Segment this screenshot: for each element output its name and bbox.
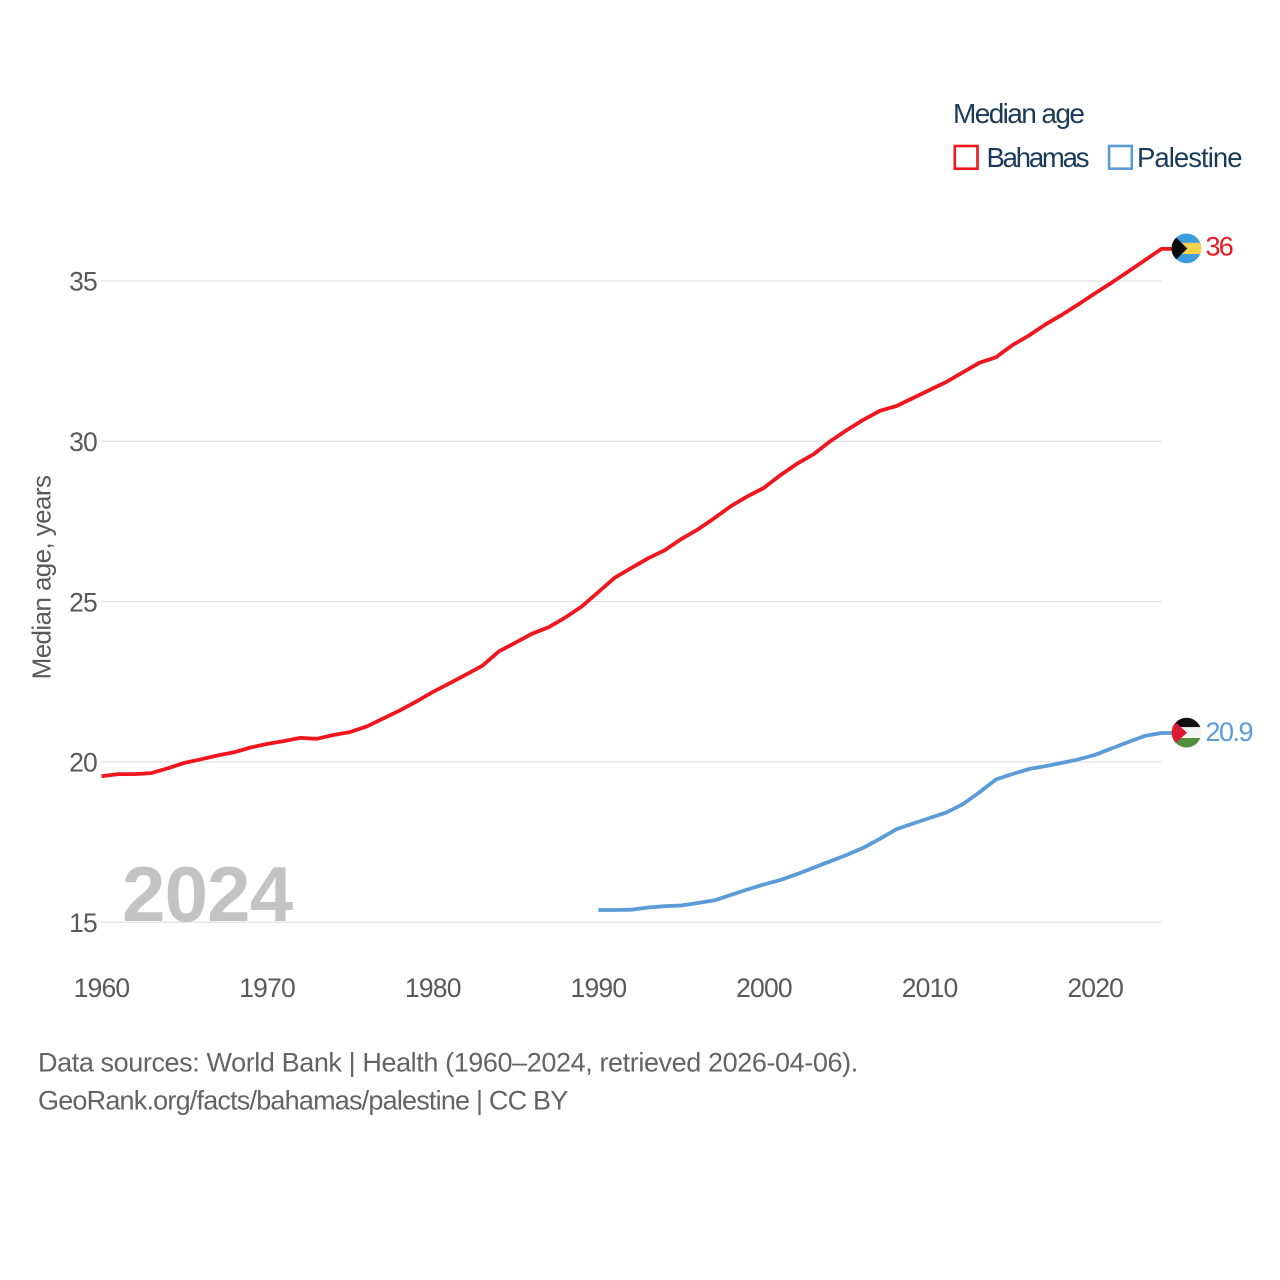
svg-text:2020: 2020 <box>1067 973 1123 1003</box>
svg-text:30: 30 <box>69 427 97 457</box>
svg-text:36: 36 <box>1206 232 1233 262</box>
svg-text:35: 35 <box>69 267 97 297</box>
svg-text:1980: 1980 <box>405 973 461 1003</box>
svg-text:1970: 1970 <box>239 973 295 1003</box>
svg-text:Median age: Median age <box>953 98 1084 129</box>
svg-text:2010: 2010 <box>902 973 958 1003</box>
svg-text:25: 25 <box>69 587 97 617</box>
svg-text:20.9: 20.9 <box>1206 717 1253 747</box>
svg-text:20: 20 <box>69 748 97 778</box>
svg-text:15: 15 <box>69 908 97 938</box>
svg-text:GeoRank.org/facts/bahamas/pale: GeoRank.org/facts/bahamas/palestine | CC… <box>38 1086 568 1116</box>
svg-text:Bahamas: Bahamas <box>987 142 1089 173</box>
svg-text:2024: 2024 <box>122 850 293 938</box>
svg-text:Median age, years: Median age, years <box>27 475 57 679</box>
svg-text:2000: 2000 <box>736 973 792 1003</box>
svg-text:1960: 1960 <box>74 973 130 1003</box>
svg-text:Palestine: Palestine <box>1137 142 1242 173</box>
svg-text:1990: 1990 <box>571 973 627 1003</box>
svg-text:Data sources: World Bank | Hea: Data sources: World Bank | Health (1960–… <box>38 1048 858 1078</box>
